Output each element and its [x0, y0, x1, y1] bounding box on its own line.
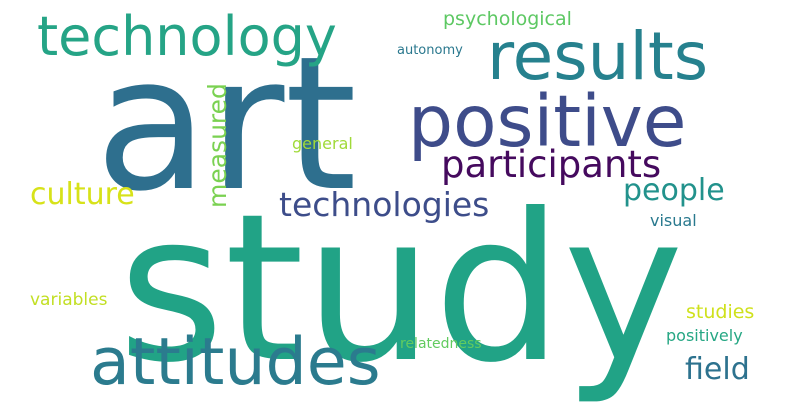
- word-technologies: technologies: [279, 185, 490, 224]
- word-study: study: [118, 171, 684, 405]
- word-variables: variables: [30, 290, 108, 310]
- word-autonomy: autonomy: [397, 43, 463, 58]
- word-culture: culture: [30, 177, 135, 212]
- word-people: people: [623, 173, 725, 208]
- word-results: results: [487, 18, 709, 95]
- word-relatedness: relatedness: [400, 336, 482, 352]
- word-psychological: psychological: [443, 8, 572, 30]
- word-general: general: [292, 134, 353, 153]
- word-field: field: [685, 352, 750, 387]
- word-positively: positively: [666, 326, 743, 345]
- word-participants: participants: [441, 143, 662, 186]
- word-measured: measured: [203, 83, 232, 208]
- word-positive: positive: [408, 80, 687, 163]
- word-art: art: [95, 16, 357, 232]
- word-attitudes: attitudes: [90, 325, 381, 400]
- word-studies: studies: [686, 301, 755, 323]
- word-visual: visual: [650, 211, 697, 230]
- word-technology: technology: [37, 5, 337, 68]
